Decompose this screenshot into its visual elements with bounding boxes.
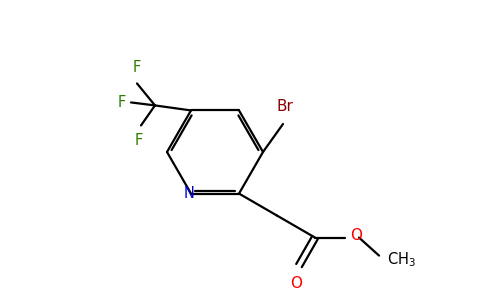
Text: CH$_3$: CH$_3$	[387, 250, 416, 269]
Text: O: O	[350, 228, 362, 243]
Text: N: N	[183, 186, 195, 201]
Text: O: O	[290, 276, 302, 291]
Text: F: F	[135, 134, 143, 148]
Text: F: F	[118, 95, 126, 110]
Text: Br: Br	[276, 99, 293, 114]
Text: F: F	[133, 60, 141, 75]
